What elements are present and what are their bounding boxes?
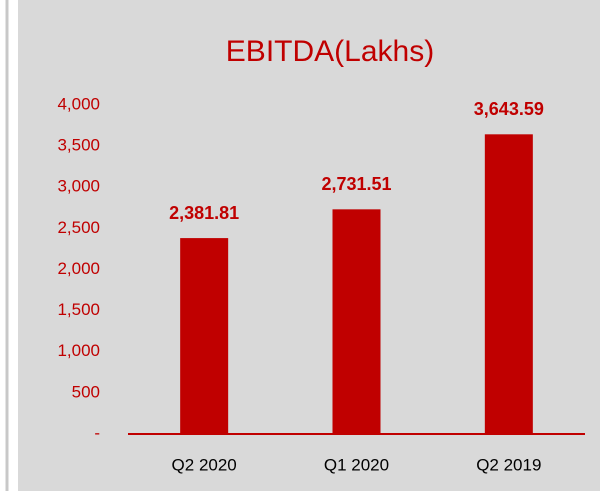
y-tick-label: 2,000 (57, 259, 100, 278)
bar (332, 209, 381, 434)
data-label: 2,381.81 (169, 203, 239, 223)
y-tick-label: - (94, 423, 100, 442)
data-label: 3,643.59 (474, 99, 544, 119)
x-tick-label: Q2 2020 (172, 455, 237, 474)
bar (484, 134, 533, 434)
y-tick-label: 1,000 (57, 341, 100, 360)
x-tick-label: Q1 2020 (324, 455, 389, 474)
chart-title: EBITDA(Lakhs) (226, 35, 434, 68)
y-tick-label: 4,000 (57, 94, 100, 113)
y-tick-label: 3,000 (57, 177, 100, 196)
x-tick-label: Q2 2019 (476, 455, 541, 474)
y-tick-label: 500 (72, 382, 100, 401)
data-label: 2,731.51 (321, 174, 391, 194)
y-tick-label: 1,500 (57, 300, 100, 319)
y-tick-label: 2,500 (57, 218, 100, 237)
bar (180, 238, 229, 434)
y-tick-label: 3,500 (57, 136, 100, 155)
